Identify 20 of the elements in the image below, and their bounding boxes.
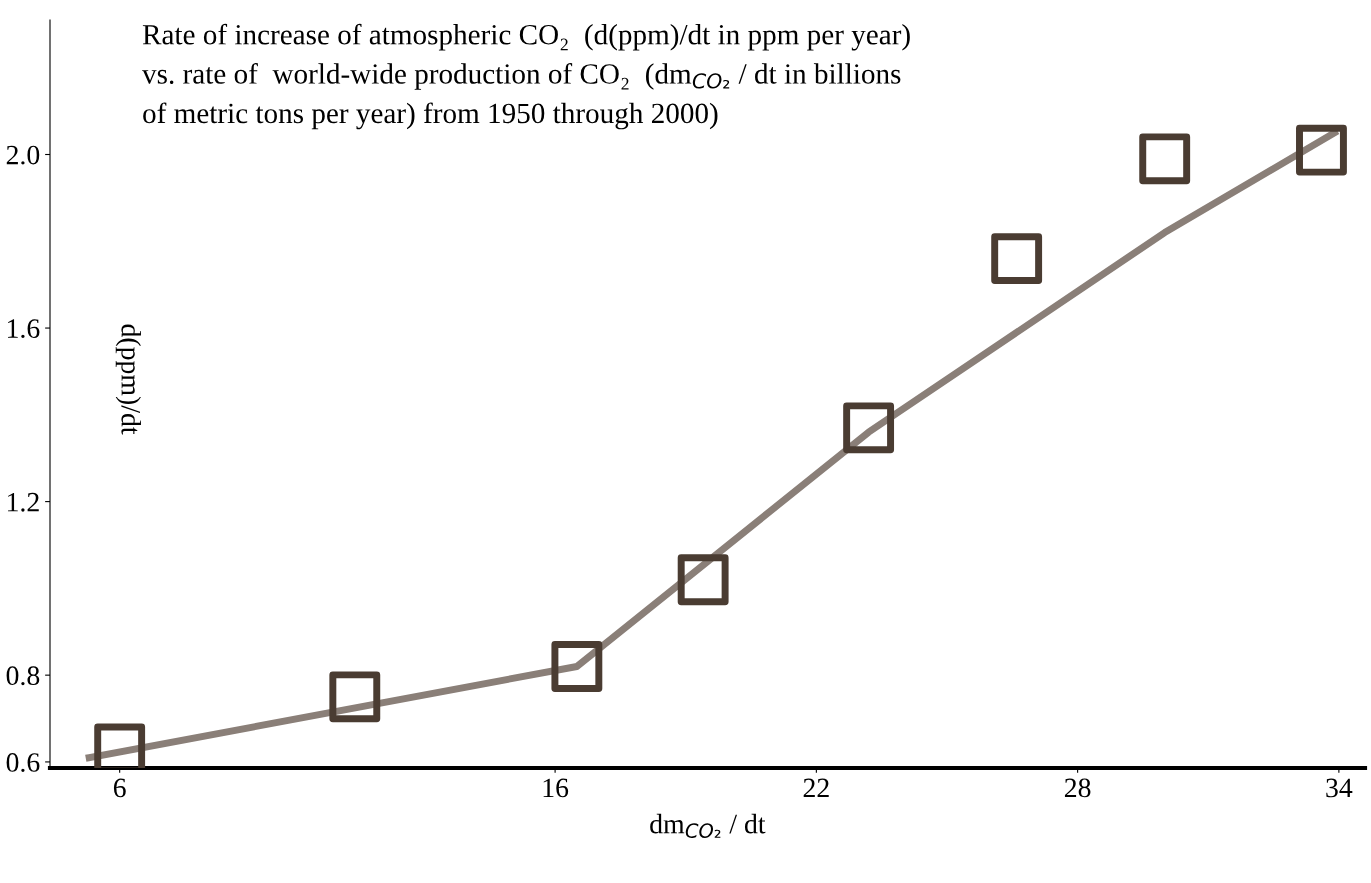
text: Rate of increase of atmospheric CO₂ (d(ppm)/dt in ppm per year) vs. rate of world-wide production of CO₂ (dm$_{CO₂}$ / dt in billions of metric tons per year) from 1950 through 2000) bbox=[142, 23, 910, 130]
point bbox=[677, 554, 729, 606]
x-axis-title: dm$_{CO₂}$ / dt bbox=[650, 813, 766, 838]
y-tick-label: 2.0 bbox=[6, 145, 40, 165]
point bbox=[843, 402, 895, 454]
x-tick-label: 22 bbox=[803, 778, 829, 797]
y-tick-label: 0.6 bbox=[6, 753, 40, 772]
x-tick-label: 16 bbox=[543, 778, 569, 798]
point bbox=[1139, 133, 1191, 185]
y-tick-label: 1.6 bbox=[8, 319, 40, 339]
y-tick-label: 1.2 bbox=[8, 492, 39, 512]
point bbox=[991, 233, 1043, 285]
y-tick-label: 0.8 bbox=[6, 666, 40, 686]
x-tick-label: 6 bbox=[113, 778, 126, 798]
y-axis-title: d(ppm)/dt bbox=[115, 324, 141, 435]
point bbox=[329, 671, 381, 723]
x-tick-label: 34 bbox=[1326, 778, 1353, 798]
point bbox=[551, 641, 603, 692]
x-tick-label: 28 bbox=[1064, 778, 1091, 798]
point bbox=[1296, 124, 1347, 176]
